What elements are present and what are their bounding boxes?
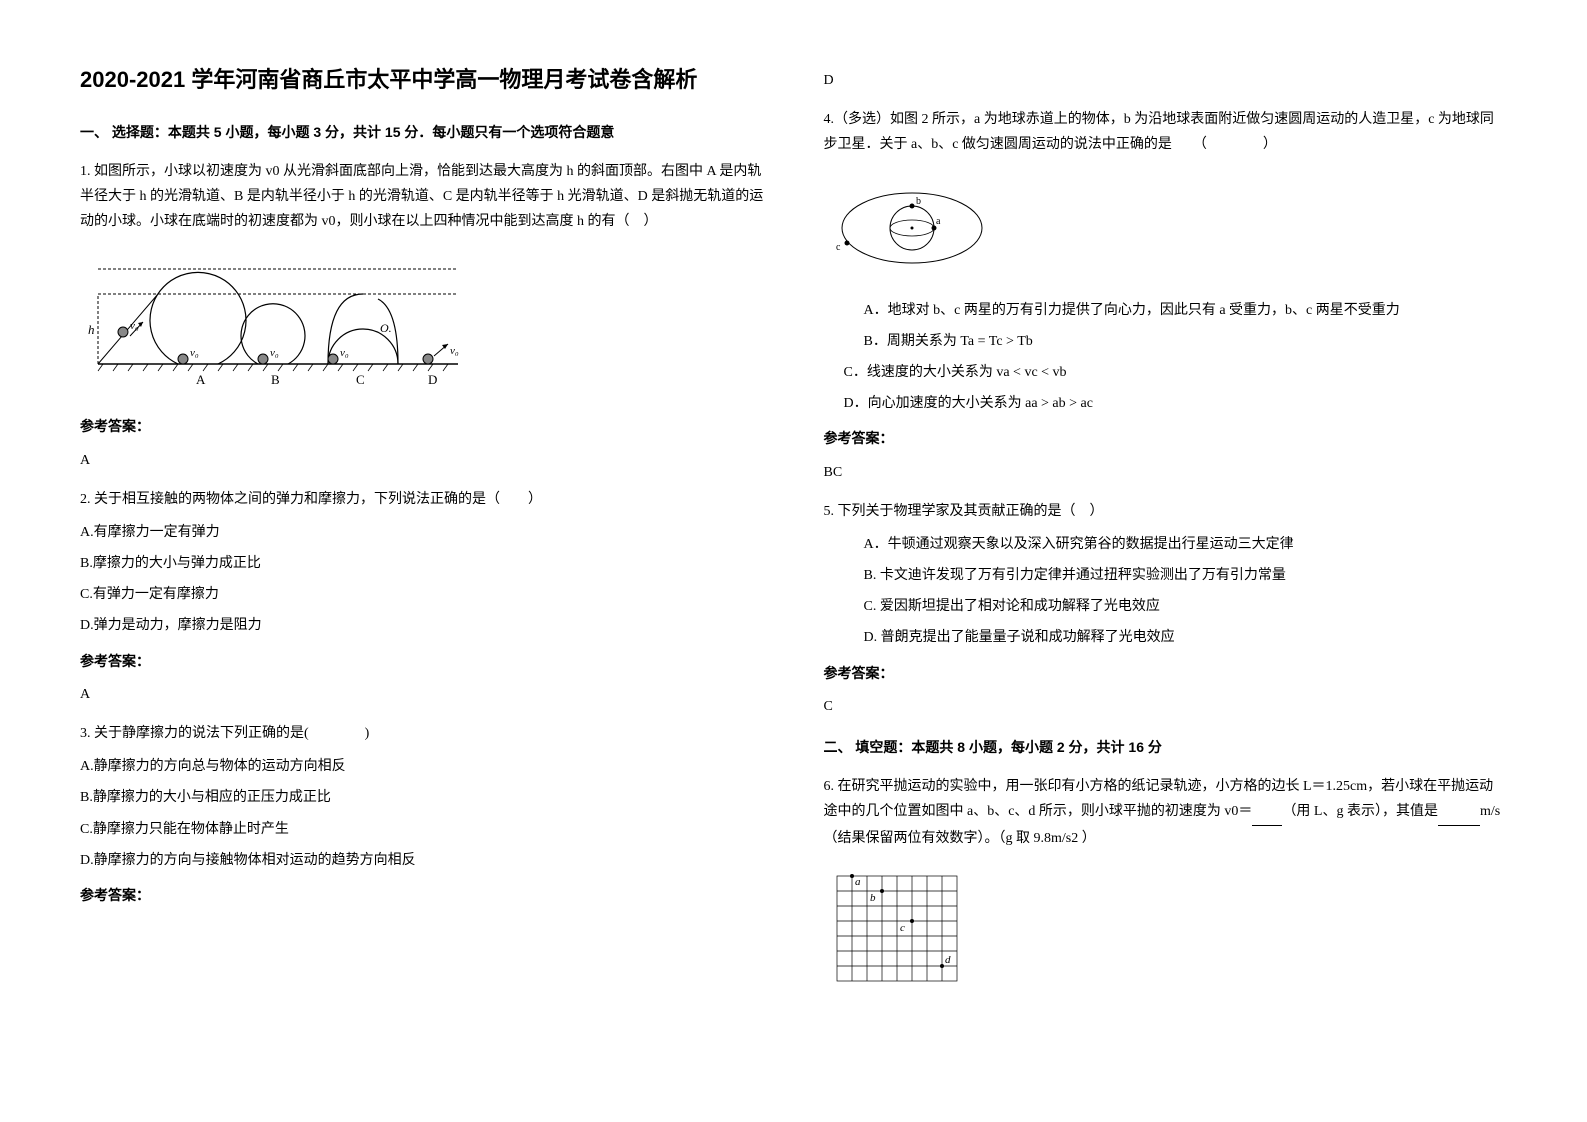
- q6-text-mid: （用 L、g 表示），其值是: [1282, 804, 1438, 819]
- q5-text: 5. 下列关于物理学家及其贡献正确的是（ ）: [824, 499, 1508, 524]
- q2-answer-label: 参考答案：: [80, 649, 764, 674]
- question-6: 6. 在研究平抛运动的实验中，用一张印有小方格的纸记录轨迹，小方格的边长 L＝1…: [824, 774, 1508, 999]
- q1-figure: h v₀: [80, 246, 764, 402]
- question-4: 4.（多选）如图 2 所示，a 为地球赤道上的物体，b 为沿地球表面附近做匀速圆…: [824, 107, 1508, 485]
- question-3: 3. 关于静摩擦力的说法下列正确的是( ) A.静摩擦力的方向总与物体的运动方向…: [80, 721, 764, 908]
- q3-answer-label: 参考答案：: [80, 883, 764, 908]
- q4-text: 4.（多选）如图 2 所示，a 为地球赤道上的物体，b 为沿地球表面附近做匀速圆…: [824, 107, 1508, 157]
- q2-optD: D.弹力是动力，摩擦力是阻力: [80, 613, 764, 638]
- svg-text:v₀: v₀: [270, 347, 279, 359]
- right-column: D 4.（多选）如图 2 所示，a 为地球赤道上的物体，b 为沿地球表面附近做匀…: [824, 60, 1508, 1013]
- q5-optB: B. 卡文迪许发现了万有引力定律并通过扭秤实验测出了万有引力常量: [864, 563, 1508, 588]
- svg-text:b: b: [870, 892, 876, 904]
- q2-text: 2. 关于相互接触的两物体之间的弹力和摩擦力，下列说法正确的是（ ）: [80, 487, 764, 512]
- q5-answer-label: 参考答案：: [824, 661, 1508, 686]
- section1-header: 一、 选择题：本题共 5 小题，每小题 3 分，共计 15 分．每小题只有一个选…: [80, 120, 764, 145]
- q6-blank2: [1438, 799, 1480, 825]
- question-2: 2. 关于相互接触的两物体之间的弹力和摩擦力，下列说法正确的是（ ） A.有摩擦…: [80, 487, 764, 707]
- svg-text:O.: O.: [380, 321, 392, 335]
- q4-optD: D．向心加速度的大小关系为 aa > ab > ac: [844, 391, 1508, 416]
- q3-text: 3. 关于静摩擦力的说法下列正确的是( ): [80, 721, 764, 746]
- q1-answer-label: 参考答案：: [80, 414, 764, 439]
- q1-answer: A: [80, 448, 764, 473]
- q4-optA: A．地球对 b、c 两星的万有引力提供了向心力，因此只有 a 受重力，b、c 两…: [864, 298, 1508, 323]
- q4-answer-label: 参考答案：: [824, 426, 1508, 451]
- q5-optC: C. 爱因斯坦提出了相对论和成功解释了光电效应: [864, 594, 1508, 619]
- q5-answer: C: [824, 694, 1508, 719]
- svg-text:B: B: [271, 372, 280, 387]
- q4-optC: C．线速度的大小关系为 va < vc < vb: [844, 360, 1508, 385]
- svg-text:a: a: [936, 216, 941, 227]
- svg-text:c: c: [900, 922, 905, 934]
- q2-optB: B.摩擦力的大小与弹力成正比: [80, 551, 764, 576]
- svg-text:v₀: v₀: [190, 347, 199, 359]
- q2-answer: A: [80, 682, 764, 707]
- section2-header: 二、 填空题：本题共 8 小题，每小题 2 分，共计 16 分: [824, 735, 1508, 760]
- svg-text:c: c: [836, 242, 841, 253]
- q3-optB: B.静摩擦力的大小与相应的正压力成正比: [80, 785, 764, 810]
- svg-text:C: C: [356, 372, 365, 387]
- svg-text:v₀: v₀: [340, 347, 349, 359]
- left-column: 2020-2021 学年河南省商丘市太平中学高一物理月考试卷含解析 一、 选择题…: [80, 60, 764, 1013]
- exam-title: 2020-2021 学年河南省商丘市太平中学高一物理月考试卷含解析: [80, 60, 764, 100]
- q2-optA: A.有摩擦力一定有弹力: [80, 520, 764, 545]
- question-5: 5. 下列关于物理学家及其贡献正确的是（ ） A．牛顿通过观察天象以及深入研究第…: [824, 499, 1508, 719]
- q3-optC: C.静摩擦力只能在物体静止时产生: [80, 817, 764, 842]
- svg-text:b: b: [916, 196, 921, 207]
- svg-text:h: h: [88, 322, 95, 337]
- q3-answer: D: [824, 68, 1508, 93]
- svg-text:v₀: v₀: [130, 320, 139, 332]
- q3-optA: A.静摩擦力的方向总与物体的运动方向相反: [80, 754, 764, 779]
- question-1: 1. 如图所示，小球以初速度为 v0 从光滑斜面底部向上滑，恰能到达最大高度为 …: [80, 159, 764, 473]
- q5-optA: A．牛顿通过观察天象以及深入研究第谷的数据提出行星运动三大定律: [864, 532, 1508, 557]
- q1-text: 1. 如图所示，小球以初速度为 v0 从光滑斜面底部向上滑，恰能到达最大高度为 …: [80, 159, 764, 235]
- q3-optD: D.静摩擦力的方向与接触物体相对运动的趋势方向相反: [80, 848, 764, 873]
- svg-text:D: D: [428, 372, 437, 387]
- q6-blank1: [1252, 799, 1282, 825]
- q6-text: 6. 在研究平抛运动的实验中，用一张印有小方格的纸记录轨迹，小方格的边长 L＝1…: [824, 774, 1508, 851]
- svg-text:a: a: [855, 876, 861, 888]
- svg-text:A: A: [196, 372, 206, 387]
- q2-optC: C.有弹力一定有摩擦力: [80, 582, 764, 607]
- q4-answer: BC: [824, 460, 1508, 485]
- q4-optB: B．周期关系为 Ta = Tc > Tb: [864, 329, 1508, 354]
- svg-text:d: d: [945, 954, 951, 966]
- q5-optD: D. 普朗克提出了能量量子说和成功解释了光电效应: [864, 625, 1508, 650]
- q6-figure: a b c d: [824, 863, 1508, 999]
- q4-figure: a b c: [824, 170, 1508, 286]
- svg-text:v₀: v₀: [450, 345, 459, 357]
